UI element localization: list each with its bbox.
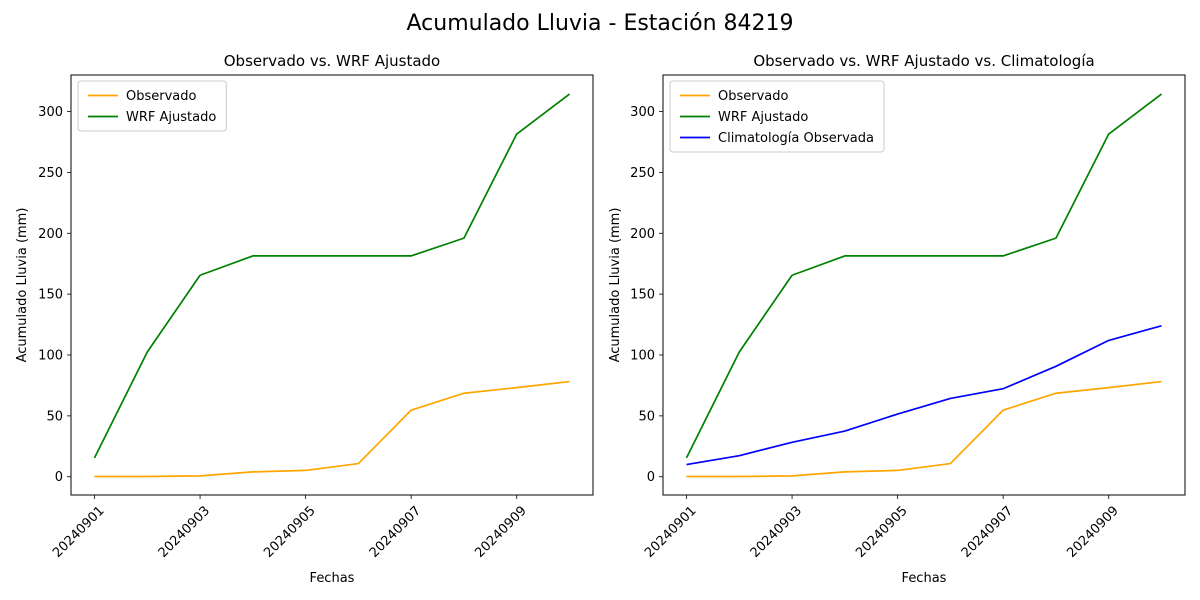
- chart-right-xtick-label: 20240901: [642, 503, 699, 560]
- chart-left-ytick-label: 0: [55, 470, 63, 485]
- chart-right-axes-frame: [662, 74, 1186, 496]
- chart-right-xtick-label: 20240907: [959, 503, 1016, 560]
- chart-right: Observado vs. WRF Ajustado vs. Climatolo…: [608, 52, 1186, 586]
- chart-left-legend: Observado WRF Ajustado: [77, 80, 227, 132]
- chart-right-ytick-label: 300: [630, 105, 655, 120]
- chart-left: Observado vs. WRF Ajustado Fechas Acumul…: [15, 52, 594, 586]
- chart-right-legend: Observado WRF Ajustado Climatología Observ…: [669, 80, 885, 153]
- chart-right-series-line-0: [686, 380, 1162, 478]
- chart-right-ytick-label: 200: [630, 227, 655, 242]
- chart-left-xtick-label: 20240903: [156, 503, 213, 560]
- chart-right-xtick-label: 20240903: [748, 503, 805, 560]
- chart-left-ylabel: Acumulado Lluvia (mm): [15, 208, 30, 363]
- chart-left-series-line-0: [94, 380, 570, 478]
- chart-left-title: Observado vs. WRF Ajustado: [224, 52, 440, 70]
- chart-right-xlabel: Fechas: [902, 571, 947, 586]
- chart-right-series-line-1: [685, 93, 1163, 459]
- chart-left-legend-label-0: Observado: [126, 89, 197, 104]
- chart-left-plot-area: 0 50 100 150 200 250 300 20240901 20240903 202409…: [38, 74, 594, 561]
- chart-right-ytick-label: 100: [630, 349, 655, 364]
- chart-left-ytick-label: 100: [38, 349, 63, 364]
- chart-right-ytick-label: 150: [630, 288, 655, 303]
- chart-right-legend-label-0: Observado: [718, 89, 789, 104]
- chart-left-xtick-label: 20240901: [50, 503, 107, 560]
- chart-right-ytick-label: 50: [638, 409, 655, 424]
- chart-left-ytick-label: 50: [46, 409, 63, 424]
- chart-right-legend-label-1: WRF Ajustado: [718, 110, 808, 125]
- chart-left-axes-frame: [70, 74, 594, 496]
- chart-left-legend-box: [77, 80, 227, 132]
- chart-right-ytick-label: 0: [647, 470, 655, 485]
- chart-left-xlabel: Fechas: [310, 571, 355, 586]
- chart-left-ytick-label: 150: [38, 288, 63, 303]
- figure-suptitle: Acumulado Lluvia - Estación 84219: [407, 11, 794, 36]
- chart-left-xtick-label: 20240909: [472, 503, 529, 560]
- chart-right-xtick-label: 20240909: [1064, 503, 1121, 560]
- chart-right-xtick-label: 20240905: [853, 503, 910, 560]
- chart-left-ytick-label: 200: [38, 227, 63, 242]
- chart-left-xtick-label: 20240907: [367, 503, 424, 560]
- chart-right-legend-label-2: Climatología Observada: [718, 131, 874, 146]
- chart-right-legend-box: [669, 80, 885, 153]
- chart-right-ytick-label: 250: [630, 166, 655, 181]
- chart-right-title: Observado vs. WRF Ajustado vs. Climatolo…: [753, 52, 1094, 70]
- chart-left-legend-label-1: WRF Ajustado: [126, 110, 216, 125]
- chart-right-ylabel: Acumulado Lluvia (mm): [608, 208, 623, 363]
- chart-left-series-line-1: [93, 93, 571, 459]
- chart-left-ytick-label: 300: [38, 105, 63, 120]
- chart-left-xtick-label: 20240905: [261, 503, 318, 560]
- chart-right-series-line-2: [686, 324, 1162, 466]
- chart-left-ytick-label: 250: [38, 166, 63, 181]
- chart-right-plot-area: 0 50 100 150 200 250 300 20240901 20240903 202409…: [630, 74, 1186, 561]
